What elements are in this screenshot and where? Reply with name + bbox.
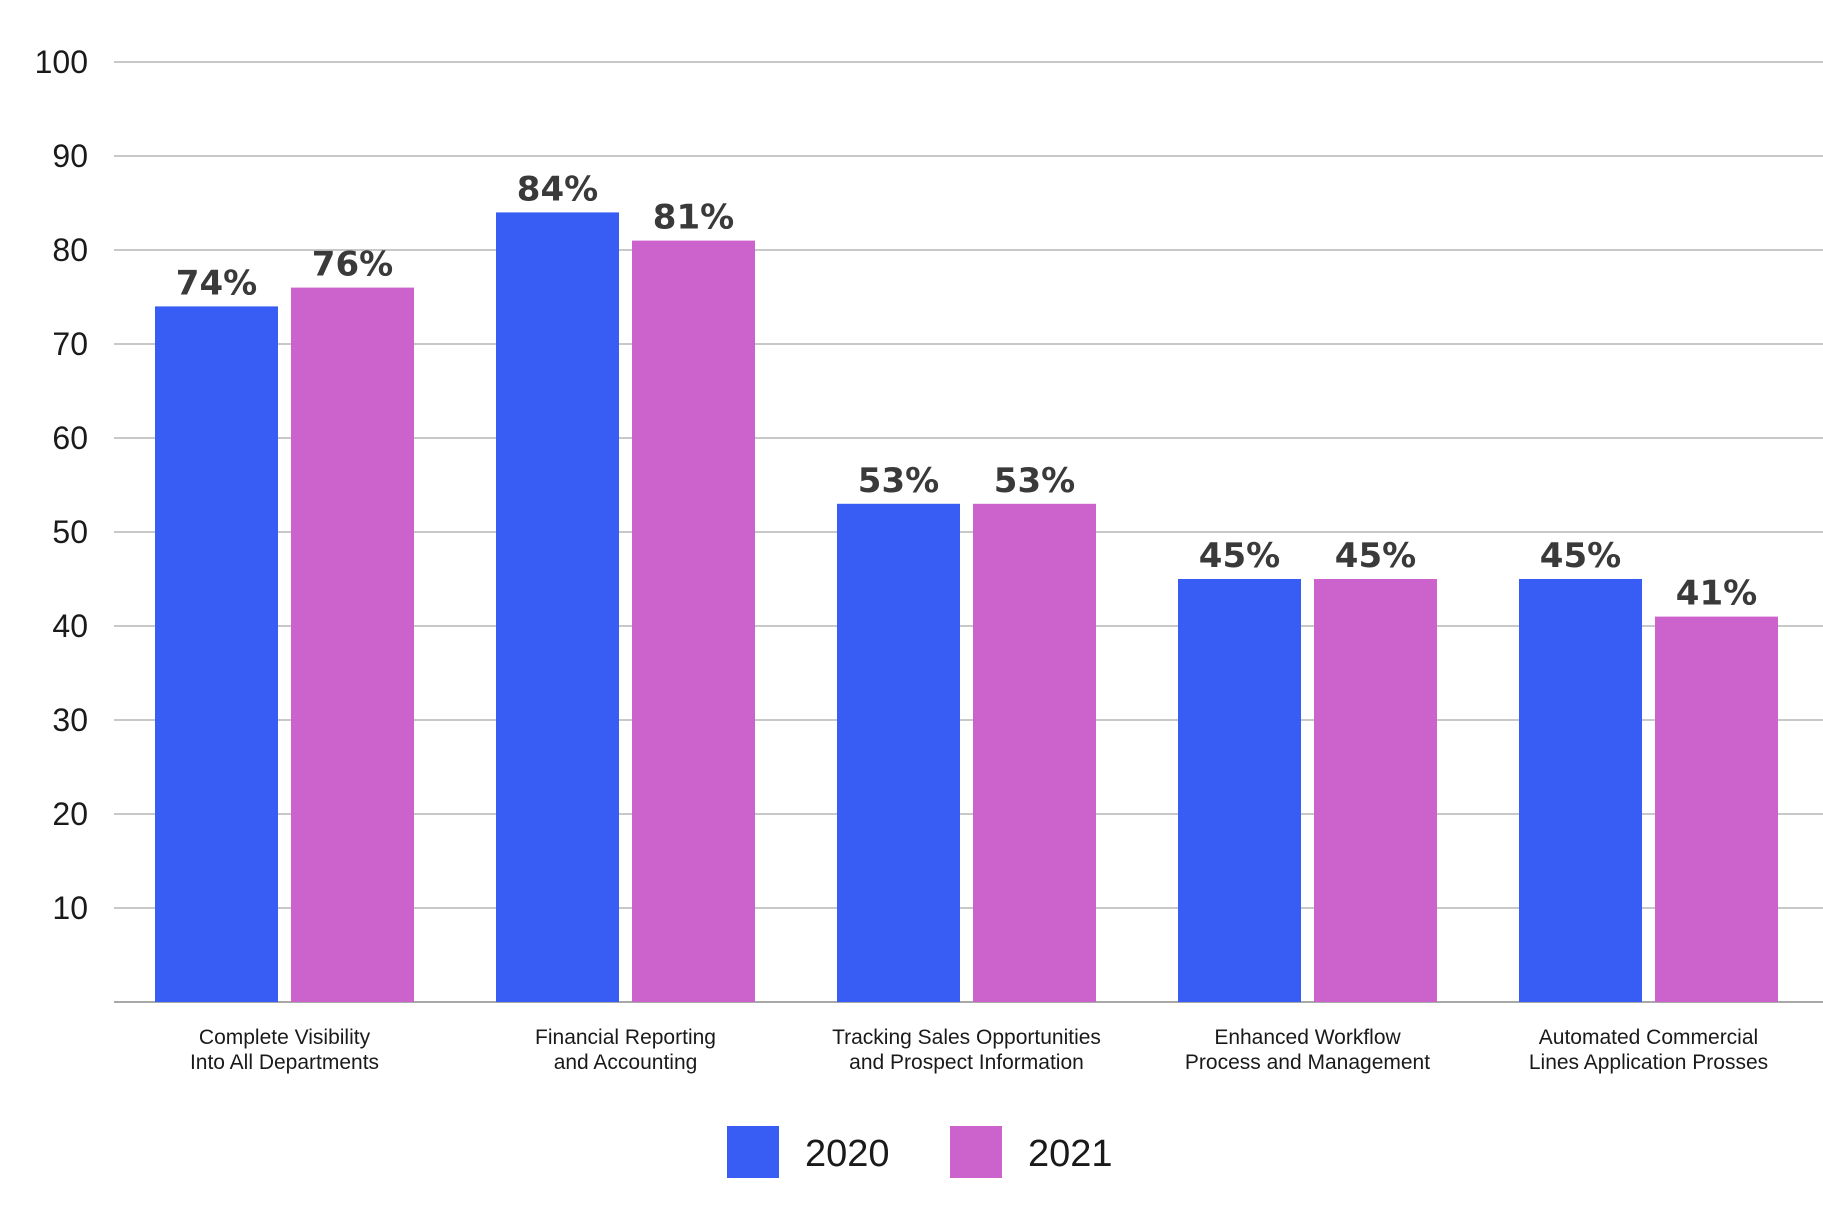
bar-2020-1 [496, 212, 619, 1002]
y-tick-label: 100 [35, 44, 88, 80]
bar-2021-1 [632, 240, 755, 1003]
bar-2021-3 [1314, 579, 1437, 1002]
x-tick-label: Process and Management [1185, 1051, 1430, 1074]
y-tick-label: 50 [52, 514, 88, 550]
legend: 2020 2021 [727, 1126, 1113, 1178]
x-tick-label: Automated Commercial [1539, 1026, 1758, 1049]
data-labels: 74% 76% 84% 81% 53% 53% 45% 45% 45% 41% [176, 169, 1757, 613]
data-label: 45% [1335, 536, 1416, 576]
bar-2021-0 [291, 287, 414, 1003]
x-tick-label: and Accounting [554, 1051, 698, 1074]
y-tick-label: 90 [52, 138, 88, 174]
bar-2020-2 [837, 503, 960, 1002]
data-label: 45% [1199, 536, 1280, 576]
y-tick-label: 10 [52, 890, 88, 926]
legend-label-2021: 2021 [1028, 1133, 1113, 1175]
y-tick-label: 70 [52, 326, 88, 362]
data-label: 74% [176, 263, 257, 303]
x-tick-label: Into All Departments [190, 1051, 379, 1074]
data-label: 81% [653, 198, 734, 238]
x-tick-label: Tracking Sales Opportunities [832, 1026, 1101, 1049]
x-tick-label: Complete Visibility [199, 1026, 371, 1049]
bar-2021-4 [1655, 616, 1778, 1002]
bar-2020-3 [1178, 579, 1301, 1002]
y-tick-label: 30 [52, 702, 88, 738]
bars [155, 212, 1778, 1003]
bar-2021-2 [973, 503, 1096, 1002]
data-label: 53% [994, 461, 1075, 501]
data-label: 53% [858, 461, 939, 501]
y-tick-label: 80 [52, 232, 88, 268]
x-tick-label: Financial Reporting [535, 1026, 716, 1049]
x-tick-label: Lines Application Prosses [1529, 1051, 1768, 1074]
bar-2020-0 [155, 306, 278, 1002]
data-label: 84% [517, 169, 598, 209]
y-tick-label: 60 [52, 420, 88, 456]
bar-2020-4 [1519, 579, 1642, 1002]
data-label: 76% [312, 245, 393, 285]
y-tick-label: 40 [52, 608, 88, 644]
legend-swatch-2020 [727, 1126, 779, 1178]
data-label: 41% [1676, 574, 1757, 614]
x-tick-label: and Prospect Information [849, 1051, 1084, 1074]
legend-swatch-2021 [950, 1126, 1002, 1178]
y-tick-label: 20 [52, 796, 88, 832]
legend-label-2020: 2020 [805, 1133, 890, 1175]
x-tick-label: Enhanced Workflow [1214, 1026, 1401, 1049]
y-axis-ticks: 10 20 30 40 50 60 70 80 90 100 [35, 44, 88, 926]
data-label: 45% [1540, 536, 1621, 576]
